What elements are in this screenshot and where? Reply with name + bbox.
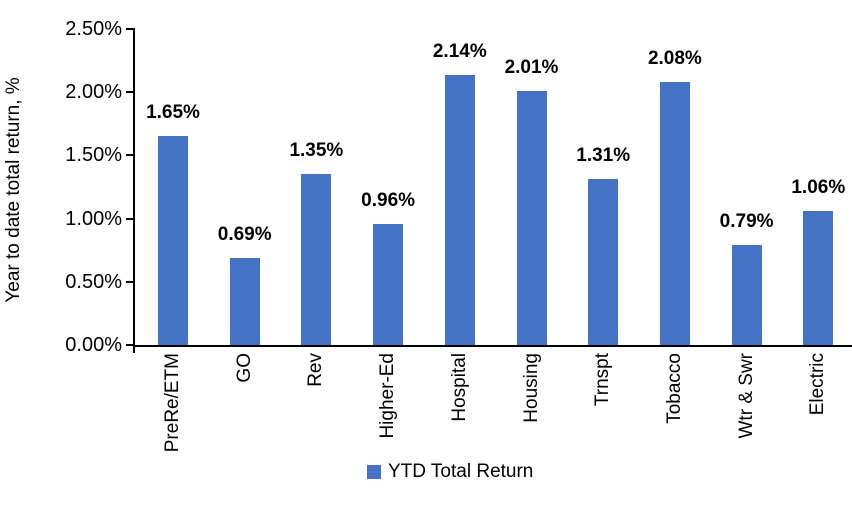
bar: [659, 82, 690, 345]
x-axis-category-label: Tobacco: [663, 353, 685, 424]
legend: YTD Total Return: [367, 460, 533, 484]
bar: [803, 211, 834, 345]
legend-swatch-icon: [367, 465, 381, 479]
y-axis-tick: [126, 154, 135, 157]
x-axis-category-label: PreRe/ETM: [162, 353, 183, 453]
y-axis-tick: [126, 344, 135, 346]
y-axis-tick-label: 1.00%: [65, 207, 122, 230]
x-axis-category-label: Wtr & Swr: [735, 353, 757, 439]
x-axis-category-label: Hospital: [448, 353, 470, 422]
y-axis-tick-label: 2.50%: [65, 18, 122, 40]
x-axis-category-label: Housing: [520, 353, 542, 423]
x-axis-tick: [133, 345, 135, 353]
bar-value-label: 0.69%: [217, 223, 272, 245]
bar: [158, 136, 188, 345]
bar-value-label: 1.65%: [146, 102, 200, 124]
bar-value-label: 0.96%: [361, 189, 416, 211]
y-axis-line: [133, 29, 135, 347]
y-axis-tick: [126, 280, 135, 283]
bar-value-label: 1.35%: [289, 140, 344, 162]
bar: [229, 257, 260, 345]
y-axis-tick: [126, 91, 135, 94]
x-axis-line: [133, 345, 852, 347]
bar: [444, 74, 475, 345]
bar-value-label: 2.01%: [504, 56, 559, 78]
x-axis-category-label: Rev: [305, 353, 327, 387]
y-axis-tick-label: 0.50%: [65, 270, 122, 293]
x-axis-category-label: Trnspt: [592, 353, 614, 407]
y-axis-tick: [126, 217, 135, 220]
bar-value-label: 1.31%: [576, 145, 631, 167]
bar: [588, 179, 619, 345]
y-axis-tick: [126, 28, 135, 30]
y-axis-tick-label: 2.00%: [65, 81, 122, 104]
bar-value-label: 2.08%: [647, 48, 702, 70]
x-axis-category-label: Higher-Ed: [377, 353, 399, 439]
x-axis-category-label: GO: [233, 353, 255, 383]
legend-label: YTD Total Return: [388, 461, 534, 482]
bar: [373, 223, 404, 345]
bar-value-label: 2.14%: [432, 40, 487, 62]
bar: [301, 174, 332, 345]
bar: [516, 90, 547, 345]
y-axis-tick-label: 1.50%: [65, 144, 122, 167]
y-axis-title: Year to date total return, %: [3, 77, 24, 303]
x-axis-category-label: Electric: [807, 353, 829, 416]
y-axis-tick-label: 0.00%: [65, 334, 122, 356]
bar-value-label: 0.79%: [719, 211, 774, 233]
bar: [731, 245, 762, 345]
bar-value-label: 1.06%: [791, 177, 846, 199]
